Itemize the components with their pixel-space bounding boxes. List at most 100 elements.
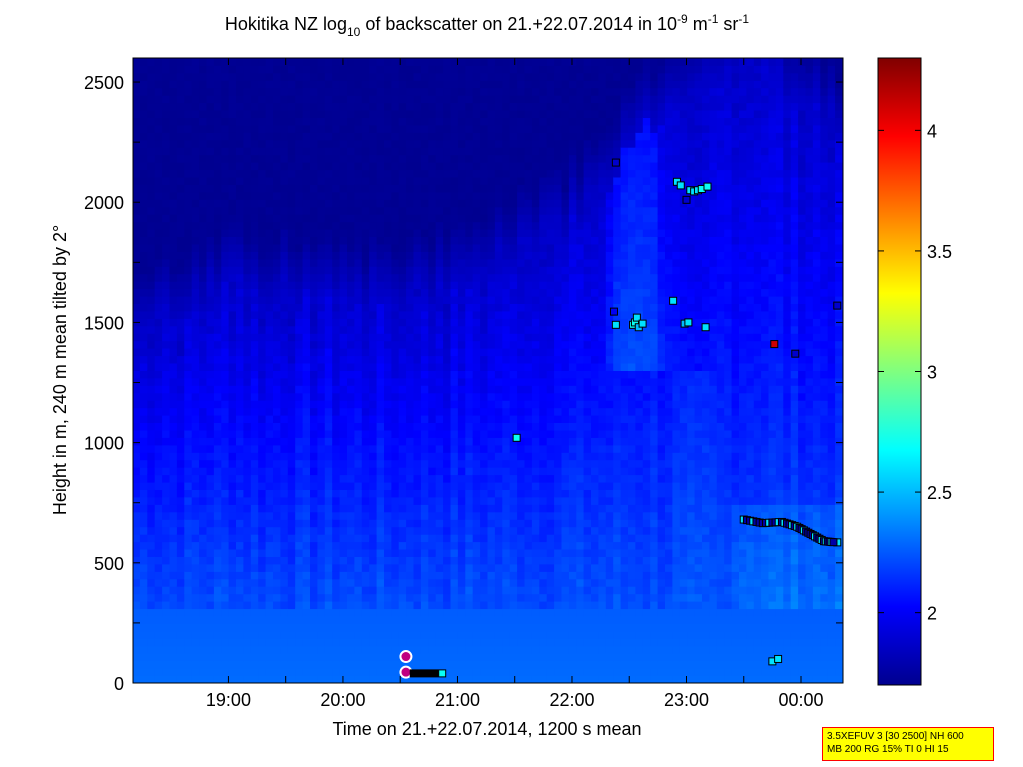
heat-cell	[472, 533, 482, 543]
heat-cell	[376, 593, 385, 602]
heat-cell	[369, 310, 378, 319]
heat-cell	[213, 466, 223, 476]
heat-cell	[568, 407, 578, 416]
heat-cell	[546, 608, 556, 617]
heat-cell	[302, 243, 311, 252]
heat-cell	[406, 124, 415, 133]
heat-cell	[494, 251, 504, 260]
heat-cell	[561, 243, 570, 252]
heat-cell	[568, 466, 578, 476]
heat-cell	[280, 384, 289, 394]
heat-cell	[250, 489, 260, 498]
heat-cell	[206, 451, 215, 461]
heat-cell	[243, 585, 252, 595]
heat-cell	[487, 377, 496, 386]
heat-cell	[531, 615, 541, 624]
heat-cell	[539, 109, 548, 118]
heat-cell	[206, 414, 215, 423]
heat-cell	[531, 518, 541, 528]
heat-cell	[413, 169, 422, 178]
heat-cell	[465, 332, 474, 342]
heat-cell	[243, 370, 252, 379]
heat-cell	[561, 608, 570, 617]
heat-cell	[384, 176, 393, 185]
heat-cell	[162, 459, 171, 468]
heat-cell	[457, 451, 467, 461]
heat-cell	[228, 593, 237, 602]
heat-cell	[154, 258, 164, 267]
heat-cell	[199, 563, 208, 572]
heat-cell	[324, 79, 334, 89]
heat-cell	[487, 578, 496, 587]
heat-cell	[280, 184, 289, 193]
heat-cell	[169, 191, 178, 200]
heat-cell	[324, 563, 334, 572]
heat-cell	[354, 459, 363, 468]
heat-cell	[524, 444, 533, 453]
heat-cell	[147, 399, 156, 409]
heat-cell	[184, 355, 193, 364]
heat-cell	[546, 243, 556, 252]
heat-cell	[339, 117, 348, 126]
heat-cell	[310, 511, 319, 520]
heat-cell	[213, 570, 223, 580]
heat-cell	[295, 377, 304, 386]
heat-cell	[317, 451, 326, 461]
heat-cell	[265, 213, 274, 223]
heat-cell	[147, 169, 156, 178]
heat-cell	[443, 169, 452, 178]
heat-cell	[502, 79, 511, 89]
heat-cell	[568, 384, 578, 394]
heat-cell	[280, 526, 289, 535]
heat-cell	[324, 474, 334, 483]
heat-cell	[191, 124, 201, 133]
heat-cell	[339, 481, 348, 490]
heat-cell	[435, 176, 445, 185]
heat-cell	[391, 615, 400, 624]
heat-cell	[191, 481, 201, 490]
heat-cell	[228, 280, 237, 290]
heat-cell	[443, 79, 452, 89]
heat-cell	[354, 355, 363, 364]
heat-cell	[472, 384, 482, 394]
heat-cell	[428, 608, 437, 617]
heat-cell	[273, 652, 282, 662]
heat-cell	[317, 615, 326, 624]
heat-cell	[413, 251, 422, 260]
heat-cell	[133, 139, 141, 148]
heat-cell	[369, 615, 378, 624]
heat-cell	[139, 377, 149, 386]
heat-cell	[310, 563, 319, 572]
heat-cell	[199, 548, 208, 557]
heat-cell	[413, 191, 422, 200]
heat-cell	[302, 548, 311, 557]
heat-cell	[391, 131, 400, 141]
heat-cell	[280, 176, 289, 185]
heat-cell	[406, 265, 415, 275]
heat-cell	[524, 645, 533, 654]
heat-cell	[509, 563, 519, 572]
heat-cell	[133, 355, 141, 364]
heat-cell	[347, 280, 356, 290]
heat-cell	[384, 541, 393, 550]
heat-cell	[295, 384, 304, 394]
heat-cell	[302, 124, 311, 133]
heat-cell	[154, 347, 164, 357]
heat-cell	[339, 317, 348, 327]
heat-cell	[191, 652, 201, 662]
heat-cell	[221, 124, 230, 133]
heat-cell	[524, 451, 533, 461]
heat-cell	[310, 347, 319, 357]
heat-cell	[184, 541, 193, 550]
heat-cell	[487, 496, 496, 505]
heat-cell	[450, 102, 459, 111]
heat-cell	[517, 303, 526, 312]
heat-cell	[472, 117, 482, 126]
heat-cell	[332, 58, 341, 66]
heat-cell	[539, 161, 548, 171]
heat-cell	[509, 645, 519, 654]
heat-cell	[324, 392, 334, 401]
heat-cell	[568, 563, 578, 572]
heat-cell	[139, 161, 149, 171]
heat-cell	[384, 198, 393, 208]
